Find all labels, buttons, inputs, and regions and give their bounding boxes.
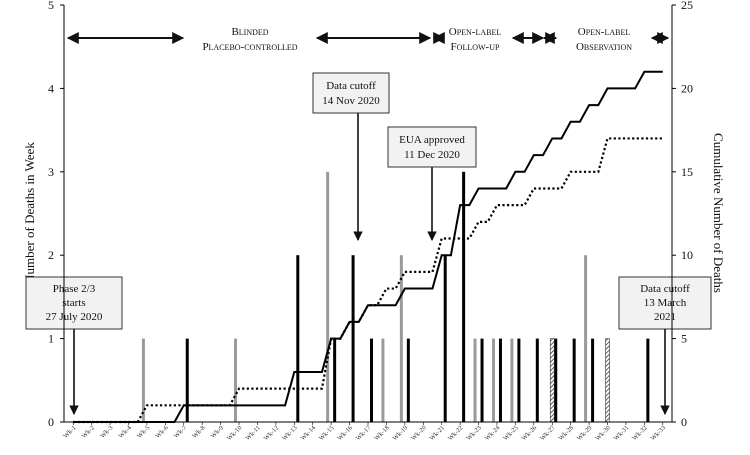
black-bar-Wk-24 bbox=[498, 338, 502, 422]
y-axis-label: Number of Deaths in Week bbox=[22, 142, 37, 284]
x-tick-label: Wk-8 bbox=[191, 424, 206, 439]
callout-data-cutoff-2-line3: 2021 bbox=[654, 311, 676, 323]
arrows-layer bbox=[66, 32, 670, 415]
x-tick-label: Wk-14 bbox=[299, 424, 317, 442]
x-tick-label: Wk-12 bbox=[263, 424, 281, 442]
phase-label-blinded-line1: Blinded bbox=[231, 26, 268, 38]
x-tick-label: Wk-1 bbox=[62, 424, 77, 439]
black-bar-Wk-32 bbox=[646, 338, 650, 422]
y-tick-label: 0 bbox=[48, 415, 54, 429]
black-bar-Wk-23 bbox=[480, 338, 484, 422]
black-bar-Wk-15 bbox=[333, 338, 337, 422]
black-bar-Wk-28 bbox=[572, 338, 576, 422]
bars-layer bbox=[141, 171, 650, 423]
x-tick-label: Wk-16 bbox=[336, 424, 354, 442]
callout-eua-line1: EUA approved bbox=[399, 134, 465, 146]
black-bar-Wk-7 bbox=[185, 338, 189, 422]
phase-label-followup-line2: Follow-up bbox=[451, 41, 500, 53]
callout-data-cutoff-1: Data cutoff 14 Nov 2020 bbox=[312, 72, 390, 114]
x-tick-label: Wk-24 bbox=[484, 424, 502, 442]
x-tick-label: Wk-21 bbox=[428, 424, 446, 442]
hatched-bar-Wk-27 bbox=[549, 338, 555, 423]
x-tick-label: Wk-4 bbox=[117, 424, 133, 440]
x-tick-label: Wk-13 bbox=[281, 424, 299, 442]
x-tick-label: Wk-19 bbox=[392, 424, 410, 442]
x-tick-label: Wk-17 bbox=[355, 424, 373, 442]
x-tick-label: Wk-10 bbox=[226, 424, 244, 442]
gray-bar-Wk-29 bbox=[584, 255, 588, 422]
x-tick-label: Wk-29 bbox=[576, 424, 594, 442]
black-bar-Wk-21 bbox=[443, 255, 447, 422]
phase-label-observation-line1: Open-label bbox=[578, 26, 631, 38]
y-tick-label: 5 bbox=[48, 0, 54, 12]
callout-data-cutoff-2: Data cutoff 13 March 2021 bbox=[618, 276, 712, 330]
x-tick-label: Wk-5 bbox=[136, 424, 151, 439]
phase-label-observation-line2: Observation bbox=[576, 41, 632, 53]
hatched-bar-Wk-30 bbox=[605, 338, 610, 423]
x-tick-label: Wk-26 bbox=[521, 424, 539, 442]
x-tick-label: Wk-6 bbox=[154, 424, 170, 440]
y2-tick-label: 5 bbox=[681, 332, 687, 346]
black-bar-Wk-22 bbox=[462, 171, 466, 422]
x-tick-label: Wk-11 bbox=[244, 424, 262, 442]
x-tick-label: Wk-3 bbox=[99, 424, 114, 439]
callout-data-cutoff-1-line2: 14 Nov 2020 bbox=[322, 95, 380, 107]
y2-tick-label: 15 bbox=[681, 165, 693, 179]
callout-data-cutoff-1-line1: Data cutoff bbox=[326, 80, 376, 92]
callout-data-cutoff-2-line2: 13 March bbox=[644, 297, 687, 309]
y-tick-label: 2 bbox=[48, 248, 54, 262]
gray-bar-Wk-25 bbox=[510, 338, 514, 422]
gray-bar-Wk-19 bbox=[399, 255, 403, 422]
y2-tick-label: 20 bbox=[681, 81, 693, 95]
callout-phase-start-line1: Phase 2/3 bbox=[53, 283, 96, 295]
gray-bar-Wk-24 bbox=[491, 338, 495, 422]
black-bar-Wk-25 bbox=[517, 338, 521, 422]
x-tick-label: Wk-25 bbox=[502, 424, 520, 442]
black-bar-Wk-27 bbox=[554, 338, 558, 422]
cumulative-line-dotted bbox=[73, 137, 663, 424]
x-tick-label: Wk-15 bbox=[318, 424, 336, 442]
y2-tick-label: 10 bbox=[681, 248, 693, 262]
gray-bar-Wk-18 bbox=[381, 338, 385, 422]
x-tick-label: Wk-33 bbox=[649, 424, 667, 442]
gray-bar-Wk-15 bbox=[326, 171, 330, 422]
x-tick-label: Wk-22 bbox=[447, 424, 465, 442]
y2-tick-label: 25 bbox=[681, 0, 693, 12]
x-tick-label: Wk-20 bbox=[410, 424, 428, 442]
phase-label-followup-line1: Open-label bbox=[449, 26, 502, 38]
x-tick-label: Wk-30 bbox=[594, 424, 612, 442]
y-tick-label: 3 bbox=[48, 165, 54, 179]
black-bar-Wk-16 bbox=[351, 255, 355, 422]
black-bar-Wk-26 bbox=[535, 338, 539, 422]
x-tick-label: Wk-23 bbox=[465, 424, 483, 442]
x-tick-label: Wk-28 bbox=[557, 424, 575, 442]
callout-eua-line2: 11 Dec 2020 bbox=[404, 149, 460, 161]
gray-bar-Wk-5 bbox=[141, 338, 145, 422]
y2-tick-label: 0 bbox=[681, 415, 687, 429]
x-tick-label: Wk-31 bbox=[613, 424, 631, 442]
black-bar-Wk-19 bbox=[406, 338, 410, 422]
x-tick-label: Wk-32 bbox=[631, 424, 649, 442]
y2-axis-label: Cumulative Number of Deaths bbox=[711, 133, 726, 293]
y-tick-label: 4 bbox=[48, 81, 54, 95]
phase-label-blinded-line2: Placebo-controlled bbox=[202, 41, 297, 53]
black-bar-Wk-17 bbox=[370, 338, 373, 422]
gray-bar-Wk-23 bbox=[473, 338, 477, 422]
callout-phase-start-line2: starts bbox=[62, 297, 85, 309]
callout-phase-start-line3: 27 July 2020 bbox=[46, 311, 103, 323]
x-tick-label: Wk-9 bbox=[210, 424, 225, 439]
x-tick-label: Wk-18 bbox=[373, 424, 391, 442]
x-tick-label: Wk-7 bbox=[173, 424, 189, 440]
callout-eua: EUA approved 11 Dec 2020 bbox=[387, 126, 477, 168]
callout-data-cutoff-2-line1: Data cutoff bbox=[640, 283, 690, 295]
x-tick-label: Wk-2 bbox=[81, 424, 96, 439]
y-tick-label: 1 bbox=[48, 332, 54, 346]
gray-bar-Wk-10 bbox=[234, 338, 238, 422]
black-bar-Wk-29 bbox=[591, 338, 595, 422]
callout-phase-start: Phase 2/3 starts 27 July 2020 bbox=[25, 276, 123, 330]
black-bar-Wk-13 bbox=[296, 255, 300, 422]
x-tick-label: Wk-27 bbox=[539, 424, 557, 442]
